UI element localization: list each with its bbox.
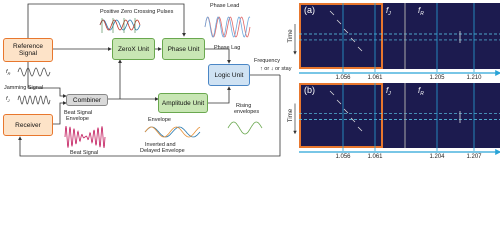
- annotation: ↑ or ↓ or stay: [260, 66, 292, 72]
- annotation: Envelope: [148, 117, 171, 123]
- waveform: [227, 121, 263, 135]
- highlight-frame: [299, 3, 383, 69]
- trace: [357, 126, 363, 132]
- tick-label: 1.207: [466, 154, 482, 160]
- annotation: envelopes: [234, 109, 259, 115]
- trace: [336, 19, 342, 25]
- node: Amplitude Unit: [158, 93, 208, 113]
- axis-label: Time: [288, 29, 294, 43]
- tick-label: 1.056: [335, 75, 351, 81]
- annotation: Inverted and: [145, 142, 176, 148]
- highlight-frame: [299, 83, 383, 148]
- frequency-label: fR: [418, 86, 424, 97]
- node: ZeroX Unit: [112, 38, 155, 60]
- subscript: J: [7, 98, 11, 103]
- frequency-label: fR: [418, 6, 424, 17]
- figure: Positive Zero Crossing Pulses Phase Lead…: [3, 3, 500, 160]
- subscript: J: [387, 11, 391, 17]
- subscript: R: [420, 91, 424, 97]
- waveform: [144, 126, 201, 138]
- trace: [343, 108, 349, 114]
- waveforms: [17, 16, 263, 149]
- tick-label: 1.210: [466, 75, 482, 81]
- symbol: f: [386, 6, 389, 15]
- waveform: [17, 95, 51, 105]
- spectrogram: [299, 83, 500, 148]
- frequency-label: fJ: [386, 86, 391, 97]
- waveform: [99, 19, 141, 31]
- signal-label: fR: [6, 69, 11, 76]
- trace: [350, 37, 356, 43]
- annotation: Beat Signal: [64, 110, 92, 116]
- frequency-label: fJ: [386, 6, 391, 17]
- symbol: f: [418, 6, 421, 15]
- subscript: J: [387, 91, 391, 97]
- annotation: Frequency: [254, 58, 280, 64]
- tick-label: 1.204: [429, 154, 445, 160]
- trace: [343, 28, 349, 34]
- spectrogram: [299, 3, 500, 69]
- node: Logic Unit: [208, 64, 250, 86]
- trace: [329, 90, 335, 96]
- waveform: [204, 16, 251, 38]
- waveform: [17, 67, 51, 77]
- panel-label: (b): [304, 85, 315, 95]
- signal-label: fJ: [6, 96, 11, 103]
- waveform: [204, 16, 251, 38]
- canvas: Positive Zero Crossing Pulses Phase Lead…: [4, 3, 500, 160]
- node: Phase Unit: [162, 38, 205, 60]
- symbol: f: [6, 69, 8, 75]
- annotation: Phase Lag: [214, 45, 240, 51]
- annotation: Beat Signal: [70, 150, 98, 156]
- symbol: f: [6, 96, 8, 102]
- node: Reference Signal: [3, 38, 53, 62]
- subscript: R: [8, 71, 11, 76]
- node: Combiner: [66, 94, 108, 106]
- annotation: Phase Lead: [210, 3, 239, 9]
- symbol: f: [418, 86, 421, 95]
- panel-label: (a): [304, 5, 315, 15]
- annotation: Delayed Envelope: [140, 148, 185, 154]
- node: Receiver: [3, 114, 53, 136]
- trace: [357, 46, 363, 52]
- connectors: [18, 3, 281, 157]
- tick-label: 1.061: [367, 154, 383, 160]
- symbol: f: [386, 86, 389, 95]
- annotation: Positive Zero Crossing Pulses: [100, 9, 174, 15]
- waveform: [64, 125, 106, 149]
- annotation: Jamming Signal: [4, 85, 43, 91]
- trace: [329, 10, 335, 16]
- tick-label: 1.056: [335, 154, 351, 160]
- tick-label: 1.205: [429, 75, 445, 81]
- trace: [336, 99, 342, 105]
- axis-label: Time: [288, 108, 294, 122]
- annotation: Envelope: [66, 116, 89, 122]
- annotation: Rising: [236, 103, 251, 109]
- subscript: R: [420, 11, 424, 17]
- tick-label: 1.061: [367, 75, 383, 81]
- trace: [350, 117, 356, 123]
- waveform: [99, 19, 141, 31]
